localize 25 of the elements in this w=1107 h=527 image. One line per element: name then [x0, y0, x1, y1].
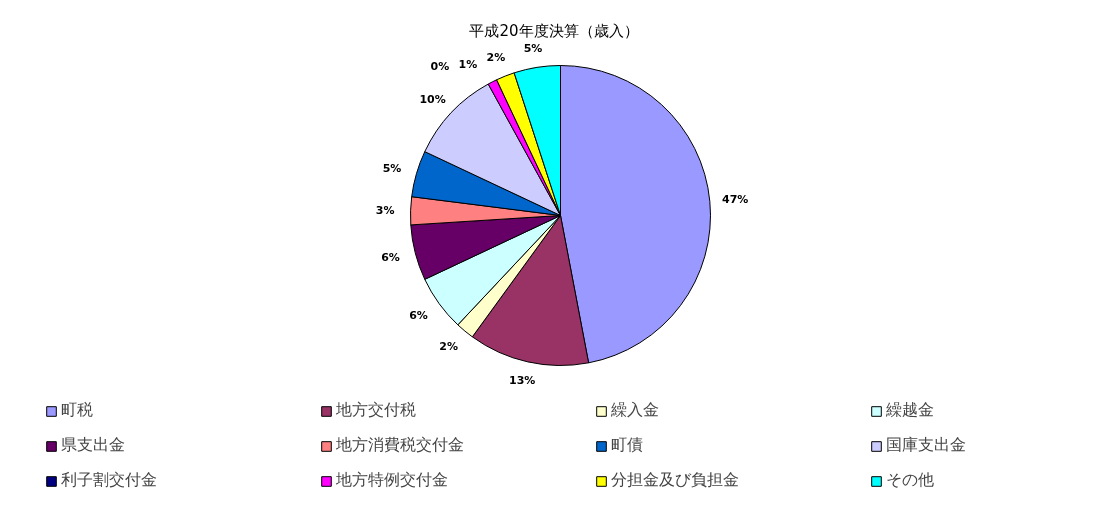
data-label: 5%: [523, 41, 543, 55]
data-label: 13%: [509, 374, 536, 388]
data-label: 6%: [381, 251, 400, 265]
data-label: 5%: [382, 161, 402, 175]
legend-label: 分担金及び負担金: [611, 470, 740, 491]
data-label: 2%: [486, 51, 506, 65]
legend-label: 繰入金: [611, 400, 660, 421]
legend-label: 県支出金: [61, 435, 126, 456]
legend-label: 町税: [61, 400, 94, 421]
chart-title: 平成20年度決算（歳入）: [469, 21, 639, 40]
legend-label: 繰越金: [886, 400, 935, 421]
legend-label: 地方交付税: [336, 400, 417, 421]
data-label: 1%: [458, 57, 478, 71]
legend-label: 利子割交付金: [61, 470, 158, 491]
text: 0%: [430, 60, 450, 74]
legend-label: その他: [886, 470, 935, 491]
data-label: 3%: [375, 203, 395, 217]
data-label: 2%: [439, 339, 458, 353]
legend-label: 町債: [611, 435, 644, 456]
data-label: 10%: [419, 92, 446, 106]
data-label: 47%: [722, 193, 749, 207]
legend-label: 国庫支出金: [886, 435, 967, 456]
data-label: 6%: [409, 308, 428, 322]
legend-label: 地方特例交付金: [336, 470, 449, 491]
legend-label: 地方消費税交付金: [336, 435, 465, 456]
